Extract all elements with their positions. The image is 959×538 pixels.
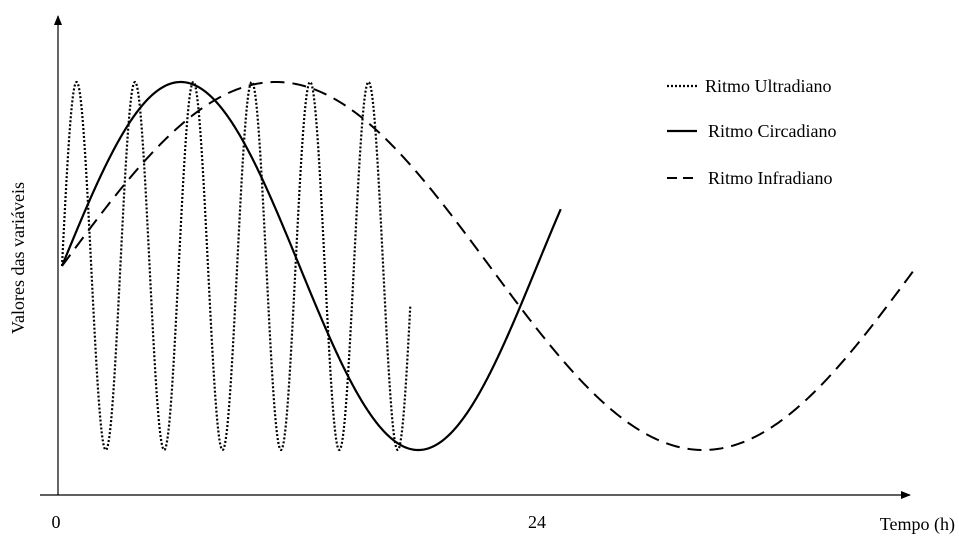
series-line-ritmo-ultradiano bbox=[60, 80, 412, 452]
x-axis-label: Tempo (h) bbox=[880, 514, 955, 535]
series-line-ritmo-circadiano bbox=[60, 80, 562, 452]
legend-label-circadiano: Ritmo Circadiano bbox=[708, 121, 836, 141]
x-tick-label-0: 0 bbox=[52, 512, 61, 532]
legend-label-infradiano: Ritmo Infradiano bbox=[708, 168, 832, 188]
legend: Ritmo Ultradiano Ritmo Circadiano Ritmo … bbox=[667, 76, 836, 188]
y-axis-label: Valores das variáveis bbox=[8, 182, 28, 334]
series-line-ritmo-infradiano bbox=[61, 81, 918, 451]
legend-label-ultradiano: Ritmo Ultradiano bbox=[705, 76, 831, 96]
series-layer bbox=[60, 80, 918, 452]
x-tick-label-24: 24 bbox=[528, 512, 546, 532]
